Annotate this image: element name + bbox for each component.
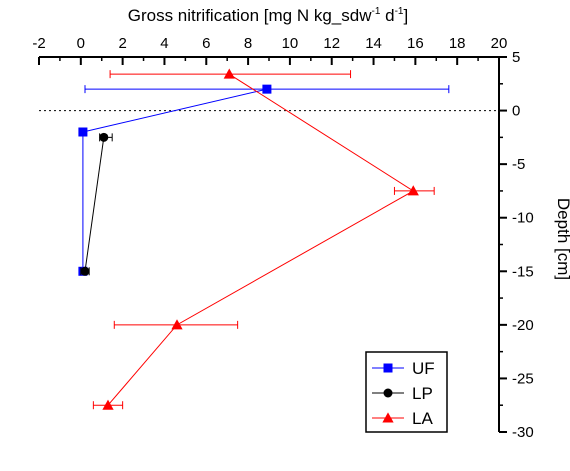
data-point-lp [99, 132, 109, 142]
data-point-la [407, 185, 419, 196]
series-la [92, 68, 435, 410]
legend-box [365, 351, 448, 433]
data-point-la [102, 399, 114, 410]
series-uf [78, 84, 450, 276]
x-tick-label: 10 [282, 35, 299, 52]
x-tick-label: 18 [449, 35, 466, 52]
data-point-uf [78, 127, 88, 137]
x-tick-label: 0 [77, 35, 85, 52]
x-tick-label: 8 [244, 35, 252, 52]
series-line-lp [84, 137, 105, 272]
y-axis-title: Depth [cm] [554, 198, 570, 280]
x-tick-label: 16 [407, 35, 424, 52]
x-tick-label: 12 [323, 35, 340, 52]
y-tick-label: 0 [512, 103, 520, 120]
x-tick-label: 4 [160, 35, 168, 52]
y-tick-label: -5 [512, 156, 525, 173]
legend-marker-uf [383, 363, 393, 373]
series-line-la [107, 73, 415, 406]
x-tick-label: -2 [32, 35, 45, 52]
x-tick-label: 20 [491, 35, 508, 52]
y-tick-label: -30 [512, 424, 534, 441]
legend-marker-la [382, 412, 394, 423]
data-point-la [171, 319, 183, 330]
data-point-lp [80, 266, 90, 276]
y-tick-label: -25 [512, 370, 534, 387]
legend-label-la: LA [412, 409, 433, 428]
x-tick-label: 6 [202, 35, 210, 52]
y-tick-label: -10 [512, 210, 534, 227]
series-line-uf [82, 88, 268, 272]
x-tick-label: 2 [118, 35, 126, 52]
legend-label-uf: UF [412, 359, 435, 378]
x-axis-title: Gross nitrification [mg N kg_sdw-1 d-1] [128, 6, 408, 25]
legend-label-lp: LP [412, 384, 433, 403]
x-tick-label: 14 [365, 35, 382, 52]
series-lp [80, 132, 113, 276]
data-point-la [223, 68, 235, 79]
data-point-uf [262, 84, 272, 94]
y-tick-label: 5 [512, 49, 520, 66]
legend-marker-lp [383, 388, 393, 398]
legend: UF LP LA [365, 351, 448, 433]
plot-area [39, 68, 499, 410]
y-tick-label: -20 [512, 317, 534, 334]
y-tick-label: -15 [512, 263, 534, 280]
